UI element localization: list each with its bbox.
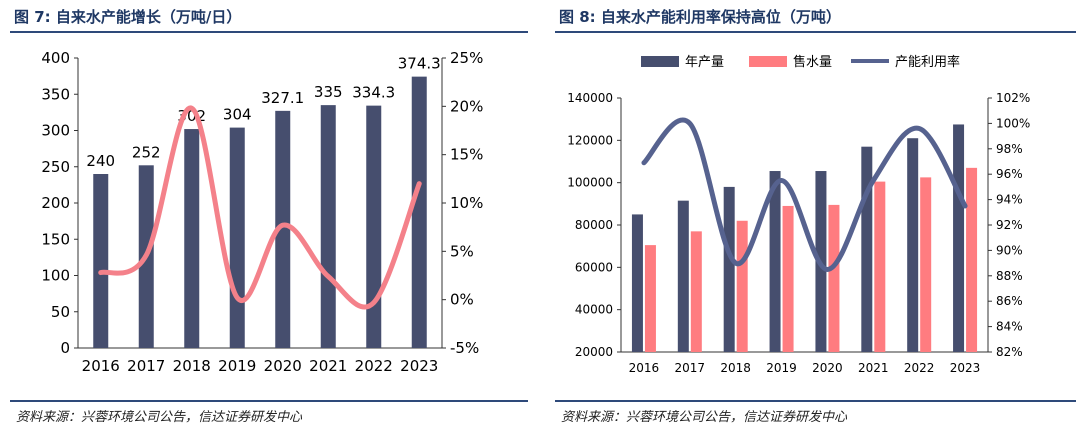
figure-7-panel: 图 7: 自来水产能增长（万吨/日） 0 50 100 150 200 250 300 350… [0,0,532,434]
right-tick-label: 82% [996,345,1023,359]
x-tick-label: 2018 [173,357,211,375]
x-tick-label: 2021 [858,361,889,375]
bar-2023 [966,167,978,352]
utilization-chart: 20000 40000 60000 80000 100000 120000 140000 82… [567,54,1030,375]
x-tick-label: 2023 [950,361,981,375]
right-tick-label: -5% [450,339,479,357]
right-tick-label: 96% [996,167,1023,181]
right-tick-label: 102% [996,91,1030,105]
legend-label: 产能利用率 [895,54,960,70]
right-tick-label: 88% [996,269,1023,283]
left-tick-label: 150 [41,230,70,248]
bar-data-label: 327.1 [261,89,304,107]
bar-2017 [690,231,702,352]
bar-data-label: 304 [223,106,252,124]
right-tick-label: 15% [450,146,483,164]
figure-8-title: 图 8: 自来水产能利用率保持高位（万吨） [559,8,841,26]
left-tick-label: 350 [41,85,70,103]
bar-2022 [907,138,919,352]
bar-data-label: 335 [314,83,343,101]
bar-2022 [920,177,932,352]
bar-2019 [229,127,245,348]
right-tick-label: 94% [996,193,1023,207]
right-tick-label: 100% [996,116,1030,130]
figure-7-source: 资料来源：兴蓉环境公司公告，信达证券研发中心 [16,410,303,425]
x-tick-label: 2018 [720,361,751,375]
right-tick-label: 10% [450,194,483,212]
figure-7-bottom-rule [10,400,528,402]
x-tick-label: 2020 [264,357,302,375]
bar-2017 [677,200,689,352]
left-tick-label: 0 [60,339,70,357]
bar-2023 [953,124,965,352]
bar-2023 [411,76,427,348]
bar-2021 [874,181,886,352]
legend-swatch-售水量 [749,56,787,67]
legend-label: 售水量 [793,54,832,70]
right-tick-label: 0% [450,291,474,309]
left-tick-label: 300 [41,122,70,140]
left-tick-label: 20000 [575,345,613,359]
figure-8-top-rule [555,31,1076,33]
right-tick-label: 92% [996,218,1023,232]
figure-7-title: 图 7: 自来水产能增长（万吨/日） [14,8,242,26]
series-line-产能利用率 [641,117,968,272]
x-tick-label: 2019 [766,361,797,375]
bar-2019 [782,205,794,352]
bar-2016 [644,245,656,352]
left-tick-label: 50 [51,303,70,321]
bar-data-label: 252 [132,143,161,161]
x-tick-label: 2017 [675,361,706,375]
figure-8-bottom-rule [555,400,1076,402]
figure-7-top-rule [10,31,528,33]
bar-2020 [275,110,291,348]
left-tick-label: 120000 [567,133,613,147]
left-tick-label: 200 [41,194,70,212]
series-line-增速 [98,105,422,310]
x-tick-label: 2022 [355,357,393,375]
bar-data-label: 240 [86,152,115,170]
left-tick-label: 400 [41,49,70,67]
legend-swatch-年产量 [641,56,679,67]
left-tick-label: 100 [41,267,70,285]
bar-data-label: 334.3 [352,84,395,102]
bar-2021 [320,105,336,348]
bar-2018 [184,129,200,348]
x-tick-label: 2022 [904,361,935,375]
figure-8-source: 资料来源：兴蓉环境公司公告，信达证券研发中心 [561,410,848,425]
bar-2016 [93,174,109,348]
x-tick-label: 2017 [127,357,165,375]
left-tick-label: 80000 [575,218,613,232]
x-tick-label: 2023 [400,357,438,375]
bar-2021 [861,146,873,352]
x-tick-label: 2019 [218,357,256,375]
x-tick-label: 2020 [812,361,843,375]
bar-data-label: 374.3 [398,55,441,73]
right-tick-label: 86% [996,294,1023,308]
left-tick-label: 60000 [575,260,613,274]
bar-2022 [366,105,382,348]
x-tick-label: 2021 [309,357,347,375]
left-tick-label: 140000 [567,91,613,105]
right-tick-label: 84% [996,320,1023,334]
left-tick-label: 40000 [575,303,613,317]
legend-label: 年产量 [685,55,724,70]
right-tick-label: 98% [996,142,1023,156]
x-tick-label: 2016 [629,361,660,375]
left-tick-label: 100000 [567,176,613,190]
left-tick-label: 250 [41,158,70,176]
capacity-growth-chart: 0 50 100 150 200 250 300 350 400 -5% 0% 5% 10% 15% 20%… [41,49,483,375]
x-tick-label: 2016 [82,357,120,375]
bar-2018 [736,220,748,352]
right-tick-label: 20% [450,97,483,115]
bar-2018 [723,186,735,352]
bar-2020 [828,204,840,352]
bar-2016 [631,214,643,352]
right-tick-label: 25% [450,49,483,67]
right-tick-label: 5% [450,242,474,260]
right-tick-label: 90% [996,243,1023,257]
figure-8-panel: 图 8: 自来水产能利用率保持高位（万吨） 20000 40000 60000 800… [545,0,1080,434]
bar-2019 [769,171,781,352]
